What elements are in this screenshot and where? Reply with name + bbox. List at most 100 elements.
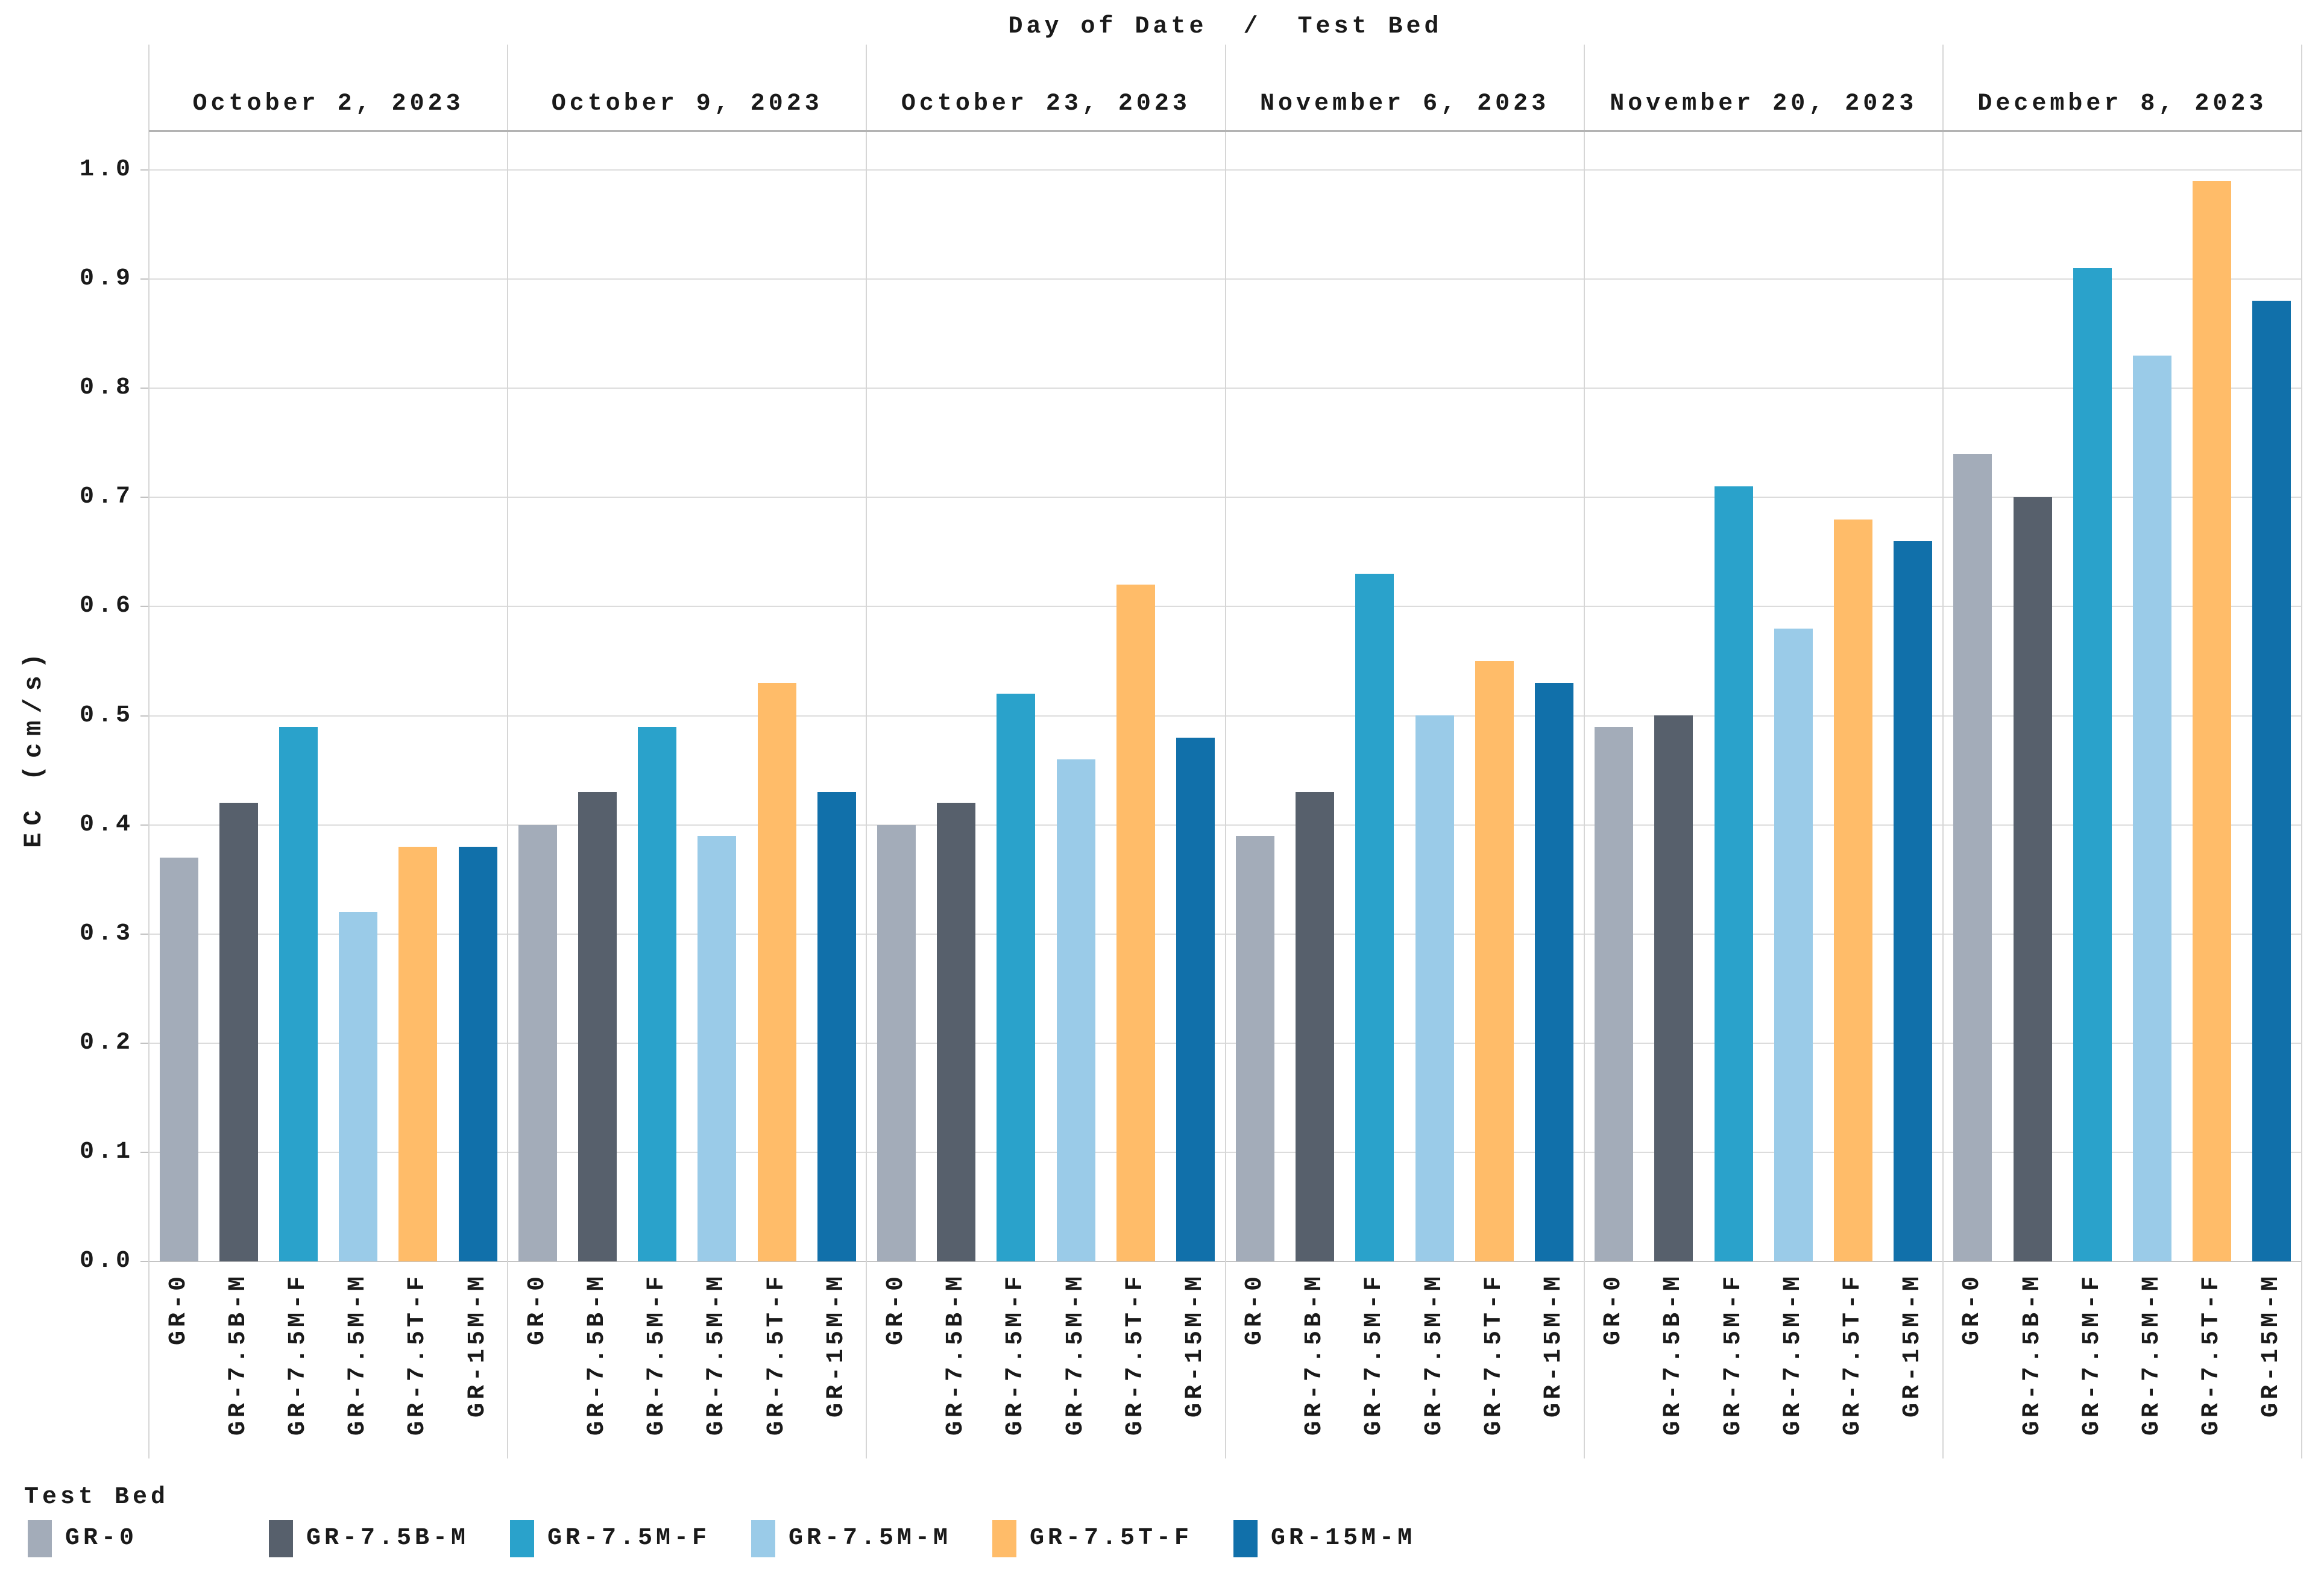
x-tick-label: GR-7.5M-M	[344, 1273, 372, 1436]
legend-swatch-GR-7.5T-F[interactable]	[992, 1520, 1016, 1557]
legend-label-GR-0[interactable]: GR-0	[65, 1525, 138, 1552]
pane-separator	[1583, 45, 1585, 1458]
bar-GR-7.5B-M[interactable]	[2013, 497, 2052, 1261]
legend-swatch-GR-15M-M[interactable]	[1233, 1520, 1258, 1557]
legend-label-GR-7.5M-M[interactable]: GR-7.5M-M	[789, 1525, 952, 1552]
x-tick-label: GR-15M-M	[1899, 1273, 1927, 1418]
bar-GR-15M-M[interactable]	[2252, 301, 2291, 1261]
bar-GR-7.5T-F[interactable]	[1834, 520, 1873, 1261]
y-tick-label: 0.9	[79, 265, 134, 293]
legend-swatch-GR-7.5M-F[interactable]	[510, 1520, 534, 1557]
bar-GR-7.5M-M[interactable]	[698, 836, 737, 1261]
x-tick-label: GR-7.5M-F	[1002, 1273, 1030, 1436]
bar-GR-7.5M-M[interactable]	[1056, 759, 1095, 1261]
bar-GR-7.5M-F[interactable]	[2073, 268, 2112, 1261]
bar-GR-7.5M-M[interactable]	[1774, 629, 1813, 1261]
pane-separator	[148, 45, 150, 1458]
bar-GR-7.5T-F[interactable]	[398, 847, 438, 1261]
pane-separator	[1942, 45, 1944, 1458]
bar-GR-7.5M-F[interactable]	[279, 727, 318, 1261]
bar-GR-7.5B-M[interactable]	[1296, 792, 1335, 1261]
bar-GR-0[interactable]	[1953, 454, 1992, 1261]
x-tick-label: GR-0	[165, 1273, 192, 1346]
x-tick-label: GR-15M-M	[1181, 1273, 1209, 1418]
legend-label-GR-7.5B-M[interactable]: GR-7.5B-M	[306, 1525, 470, 1552]
y-tick-label: 0.6	[79, 592, 134, 620]
column-header-date: December 8, 2023	[1977, 90, 2267, 118]
legend-label-GR-7.5T-F[interactable]: GR-7.5T-F	[1030, 1525, 1193, 1552]
bar-GR-0[interactable]	[518, 825, 557, 1261]
pane-separator	[1224, 45, 1226, 1458]
x-tick-label: GR-0	[882, 1273, 910, 1346]
chart-title: Day of Date / Test Bed	[1008, 13, 1443, 40]
bar-GR-0[interactable]	[1236, 836, 1275, 1261]
y-tick-mark	[140, 933, 150, 935]
x-tick-label: GR-15M-M	[2258, 1273, 2285, 1418]
x-tick-label: GR-0	[1241, 1273, 1269, 1346]
x-tick-label: GR-7.5M-M	[1779, 1273, 1807, 1436]
bar-GR-7.5M-M[interactable]	[339, 912, 378, 1261]
bar-GR-15M-M[interactable]	[458, 847, 497, 1261]
bar-GR-7.5B-M[interactable]	[578, 792, 617, 1261]
x-tick-label: GR-0	[1959, 1273, 1986, 1346]
x-tick-label: GR-7.5T-F	[1480, 1273, 1508, 1436]
bar-GR-0[interactable]	[1595, 727, 1634, 1261]
bar-GR-7.5B-M[interactable]	[937, 803, 976, 1261]
y-tick-label: 0.5	[79, 702, 134, 729]
bar-GR-0[interactable]	[877, 825, 916, 1261]
y-tick-mark	[140, 1261, 150, 1262]
x-tick-label: GR-7.5T-F	[1839, 1273, 1867, 1436]
bar-GR-15M-M[interactable]	[1894, 541, 1933, 1261]
y-tick-mark	[140, 606, 150, 607]
bar-GR-7.5T-F[interactable]	[1475, 661, 1514, 1261]
y-tick-label: 0.1	[79, 1138, 134, 1166]
column-header-underline	[149, 130, 2302, 132]
column-header-date: October 2, 2023	[192, 90, 464, 118]
x-tick-label: GR-7.5B-M	[1301, 1273, 1329, 1436]
bar-GR-7.5M-M[interactable]	[2133, 356, 2171, 1261]
bar-GR-15M-M[interactable]	[1535, 683, 1574, 1261]
x-tick-label: GR-7.5B-M	[224, 1273, 252, 1436]
x-tick-label: GR-7.5T-F	[763, 1273, 790, 1436]
pane-separator	[866, 45, 868, 1458]
bar-GR-7.5B-M[interactable]	[219, 803, 258, 1261]
x-tick-label: GR-7.5B-M	[942, 1273, 970, 1436]
y-tick-mark	[140, 278, 150, 280]
y-tick-label: 0.7	[79, 483, 134, 511]
bar-GR-7.5T-F[interactable]	[1116, 585, 1155, 1261]
x-tick-label: GR-7.5B-M	[2018, 1273, 2046, 1436]
bar-GR-7.5M-F[interactable]	[997, 694, 1036, 1261]
y-tick-mark	[140, 1042, 150, 1044]
y-tick-mark	[140, 497, 150, 498]
bar-GR-7.5T-F[interactable]	[757, 683, 796, 1261]
x-tick-label: GR-7.5M-M	[703, 1273, 731, 1436]
legend-swatch-GR-0[interactable]	[28, 1520, 52, 1557]
bar-GR-15M-M[interactable]	[1176, 738, 1215, 1261]
bar-GR-7.5T-F[interactable]	[2193, 181, 2232, 1261]
bar-GR-15M-M[interactable]	[817, 792, 856, 1261]
legend-swatch-GR-7.5B-M[interactable]	[269, 1520, 293, 1557]
x-tick-label: GR-7.5T-F	[1121, 1273, 1149, 1436]
x-tick-label: GR-0	[523, 1273, 551, 1346]
bar-GR-7.5M-F[interactable]	[1714, 486, 1753, 1261]
pane-separator	[507, 45, 509, 1458]
legend-swatch-GR-7.5M-M[interactable]	[751, 1520, 775, 1557]
x-tick-label: GR-7.5B-M	[1660, 1273, 1687, 1436]
x-tick-label: GR-7.5M-M	[2138, 1273, 2165, 1436]
column-header-date: November 6, 2023	[1260, 90, 1550, 118]
bar-GR-0[interactable]	[159, 858, 198, 1261]
legend-title: Test Bed	[24, 1484, 169, 1511]
y-tick-label: 0.3	[79, 920, 134, 947]
bar-GR-7.5B-M[interactable]	[1654, 715, 1693, 1261]
y-tick-label: 0.0	[79, 1248, 134, 1275]
x-tick-label: GR-15M-M	[822, 1273, 850, 1418]
x-tick-label: GR-7.5B-M	[583, 1273, 611, 1436]
bar-GR-7.5M-F[interactable]	[1355, 574, 1394, 1261]
bar-GR-7.5M-F[interactable]	[638, 727, 677, 1261]
bar-GR-7.5M-M[interactable]	[1415, 715, 1454, 1261]
x-tick-label: GR-7.5M-M	[1420, 1273, 1448, 1436]
legend-label-GR-7.5M-F[interactable]: GR-7.5M-F	[547, 1525, 711, 1552]
y-tick-mark	[140, 824, 150, 826]
legend-label-GR-15M-M[interactable]: GR-15M-M	[1271, 1525, 1416, 1552]
x-tick-label: GR-7.5T-F	[2198, 1273, 2226, 1436]
